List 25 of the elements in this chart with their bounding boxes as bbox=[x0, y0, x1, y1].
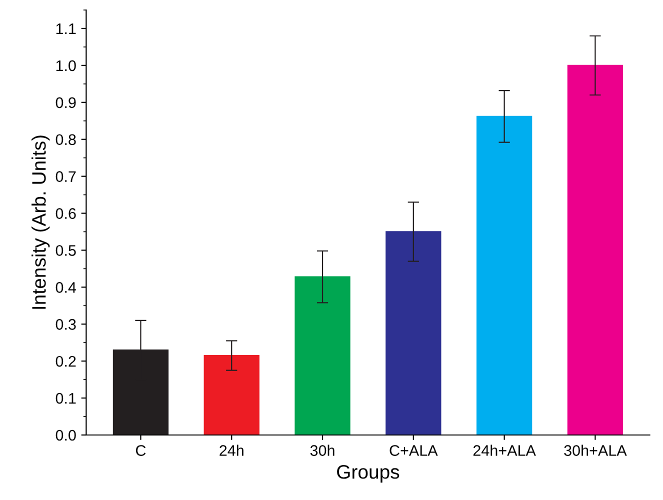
y-tick-label: 0.0 bbox=[56, 430, 76, 441]
x-tick-label: 24h+ALA bbox=[473, 444, 536, 456]
y-tick-label: 0.8 bbox=[56, 134, 76, 146]
y-tick-label: 0.1 bbox=[56, 392, 76, 404]
bar bbox=[294, 276, 350, 435]
y-tick-label: 1.1 bbox=[56, 24, 76, 34]
x-tick-label: 30h bbox=[310, 444, 334, 456]
y-tick-label: 0.6 bbox=[56, 208, 76, 219]
x-axis-title: Groups bbox=[337, 465, 400, 483]
y-tick-label: 0.5 bbox=[56, 245, 76, 256]
bar bbox=[567, 64, 624, 435]
y-axis-title: Intensity (Arb. Units) bbox=[32, 136, 50, 309]
y-tick-label: 0.7 bbox=[56, 171, 76, 182]
x-tick-label: C bbox=[136, 445, 146, 456]
bar bbox=[204, 354, 260, 435]
x-tick-label: 30h+ALA bbox=[564, 444, 627, 456]
y-tick-label: 0.4 bbox=[56, 282, 76, 293]
bar bbox=[476, 116, 532, 435]
y-tick-label: 1.0 bbox=[56, 60, 76, 72]
y-tick-label: 0.3 bbox=[56, 319, 76, 330]
y-tick-label: 0.9 bbox=[56, 97, 76, 108]
bar bbox=[386, 231, 442, 435]
x-tick-label: C+ALA bbox=[390, 445, 438, 456]
x-tick-label: 24h bbox=[220, 444, 244, 456]
y-tick-label: 0.2 bbox=[56, 356, 76, 367]
